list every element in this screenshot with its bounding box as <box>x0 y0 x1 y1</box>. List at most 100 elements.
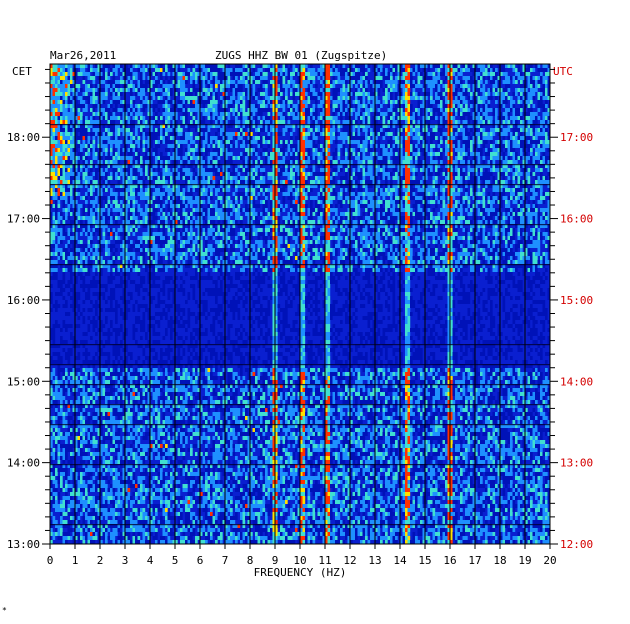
spectrogram-cell <box>497 140 501 144</box>
spectrogram-cell <box>165 100 168 104</box>
spectrogram-cell <box>325 76 328 80</box>
spectrogram-cell <box>120 192 123 196</box>
spectrogram-cell <box>257 124 261 128</box>
spectrogram-cell <box>277 96 281 100</box>
spectrogram-cell <box>247 164 251 168</box>
spectrogram-cell <box>517 172 521 176</box>
spectrogram-cell <box>432 76 436 80</box>
spectrogram-cell <box>295 152 298 156</box>
spectrogram-cell <box>107 156 111 160</box>
spectrogram-cell <box>477 92 481 96</box>
spectrogram-cell <box>380 188 383 192</box>
spectrogram-cell <box>517 96 521 100</box>
spectrogram-cell <box>252 180 256 184</box>
spectrogram-cell <box>325 164 328 168</box>
spectrogram-cell <box>455 68 458 72</box>
spectrogram-cell <box>345 76 348 80</box>
spectrogram-cell <box>217 108 221 112</box>
spectrogram-cell <box>457 176 461 180</box>
spectrogram-cell <box>182 164 186 168</box>
spectrogram-cell <box>120 92 123 96</box>
spectrogram-cell <box>100 132 103 136</box>
spectrogram-cell <box>180 88 183 92</box>
spectrogram-cell <box>350 148 353 152</box>
spectrogram-cell <box>495 140 498 144</box>
spectrogram-cell <box>435 88 438 92</box>
spectrogram-cell <box>187 100 191 104</box>
spectrogram-cell <box>325 92 328 96</box>
spectrogram-cell <box>100 188 103 192</box>
spectrogram-cell <box>517 72 521 76</box>
spectrogram-cell <box>127 128 131 132</box>
spectrogram-cell <box>410 188 413 192</box>
spectrogram-cell <box>452 68 456 72</box>
spectrogram-cell <box>360 172 363 176</box>
spectrogram-cell <box>205 100 208 104</box>
spectrogram-cell <box>217 116 221 120</box>
spectrogram-cell <box>140 124 143 128</box>
spectrogram-cell <box>437 164 441 168</box>
spectrogram-cell <box>140 188 143 192</box>
spectrogram-cell <box>175 172 178 176</box>
spectrogram-cell <box>75 68 78 72</box>
spectrogram-cell <box>135 104 138 108</box>
spectrogram-cell <box>160 152 163 156</box>
spectrogram-cell <box>367 120 371 124</box>
spectrogram-cell <box>222 168 226 172</box>
spectrogram-cell <box>297 136 301 140</box>
spectrogram-cell <box>367 136 371 140</box>
spectrogram-cell <box>525 176 528 180</box>
spectrogram-cell <box>240 80 243 84</box>
spectrogram-cell <box>375 176 378 180</box>
spectrogram-cell <box>510 100 513 104</box>
spectrogram-cell <box>535 188 538 192</box>
spectrogram-cell <box>115 68 118 72</box>
spectrogram-cell <box>407 164 411 168</box>
spectrogram-cell <box>505 100 508 104</box>
spectrogram-cell <box>470 136 473 140</box>
spectrogram-cell <box>267 124 271 128</box>
spectrogram-cell <box>425 64 428 68</box>
spectrogram-cell <box>197 124 201 128</box>
spectrogram-cell <box>95 124 98 128</box>
spectrogram-cell <box>247 92 251 96</box>
spectrogram-cell <box>467 88 471 92</box>
spectrogram-cell <box>275 140 278 144</box>
spectrogram-cell <box>127 168 131 172</box>
spectrogram-cell <box>175 168 178 172</box>
spectrogram-cell <box>375 188 378 192</box>
spectrogram-cell <box>492 148 496 152</box>
spectrogram-cell <box>352 164 356 168</box>
spectrogram-cell <box>530 140 533 144</box>
spectrogram-cell <box>287 108 291 112</box>
spectrogram-cell <box>270 104 273 108</box>
spectrogram-cell <box>125 160 128 164</box>
spectrogram-cell <box>227 68 231 72</box>
spectrogram-cell <box>420 84 423 88</box>
spectrogram-cell <box>345 136 348 140</box>
spectrogram-cell <box>527 64 531 68</box>
spectrogram-cell <box>125 112 128 116</box>
spectrogram-cell <box>92 152 96 156</box>
spectrogram-cell <box>460 148 463 152</box>
spectrogram-cell <box>422 140 426 144</box>
spectrogram-cell <box>175 152 178 156</box>
spectrogram-cell <box>450 72 453 76</box>
spectrogram-cell <box>115 104 118 108</box>
spectrogram-cell <box>345 108 348 112</box>
spectrogram-cell <box>195 152 198 156</box>
spectrogram-cell <box>437 80 441 84</box>
spectrogram-cell <box>67 116 71 120</box>
spectrogram-cell <box>150 172 153 176</box>
spectrogram-cell <box>142 68 146 72</box>
spectrogram-cell <box>85 184 88 188</box>
spectrogram-cell <box>505 64 508 68</box>
spectrogram-cell <box>192 124 196 128</box>
spectrogram-cell <box>285 84 288 88</box>
spectrogram-cell <box>495 188 498 192</box>
spectrogram-cell <box>277 132 281 136</box>
spectrogram-cell <box>447 72 451 76</box>
spectrogram-cell <box>522 128 526 132</box>
spectrogram-cell <box>432 100 436 104</box>
spectrogram-cell <box>360 84 363 88</box>
